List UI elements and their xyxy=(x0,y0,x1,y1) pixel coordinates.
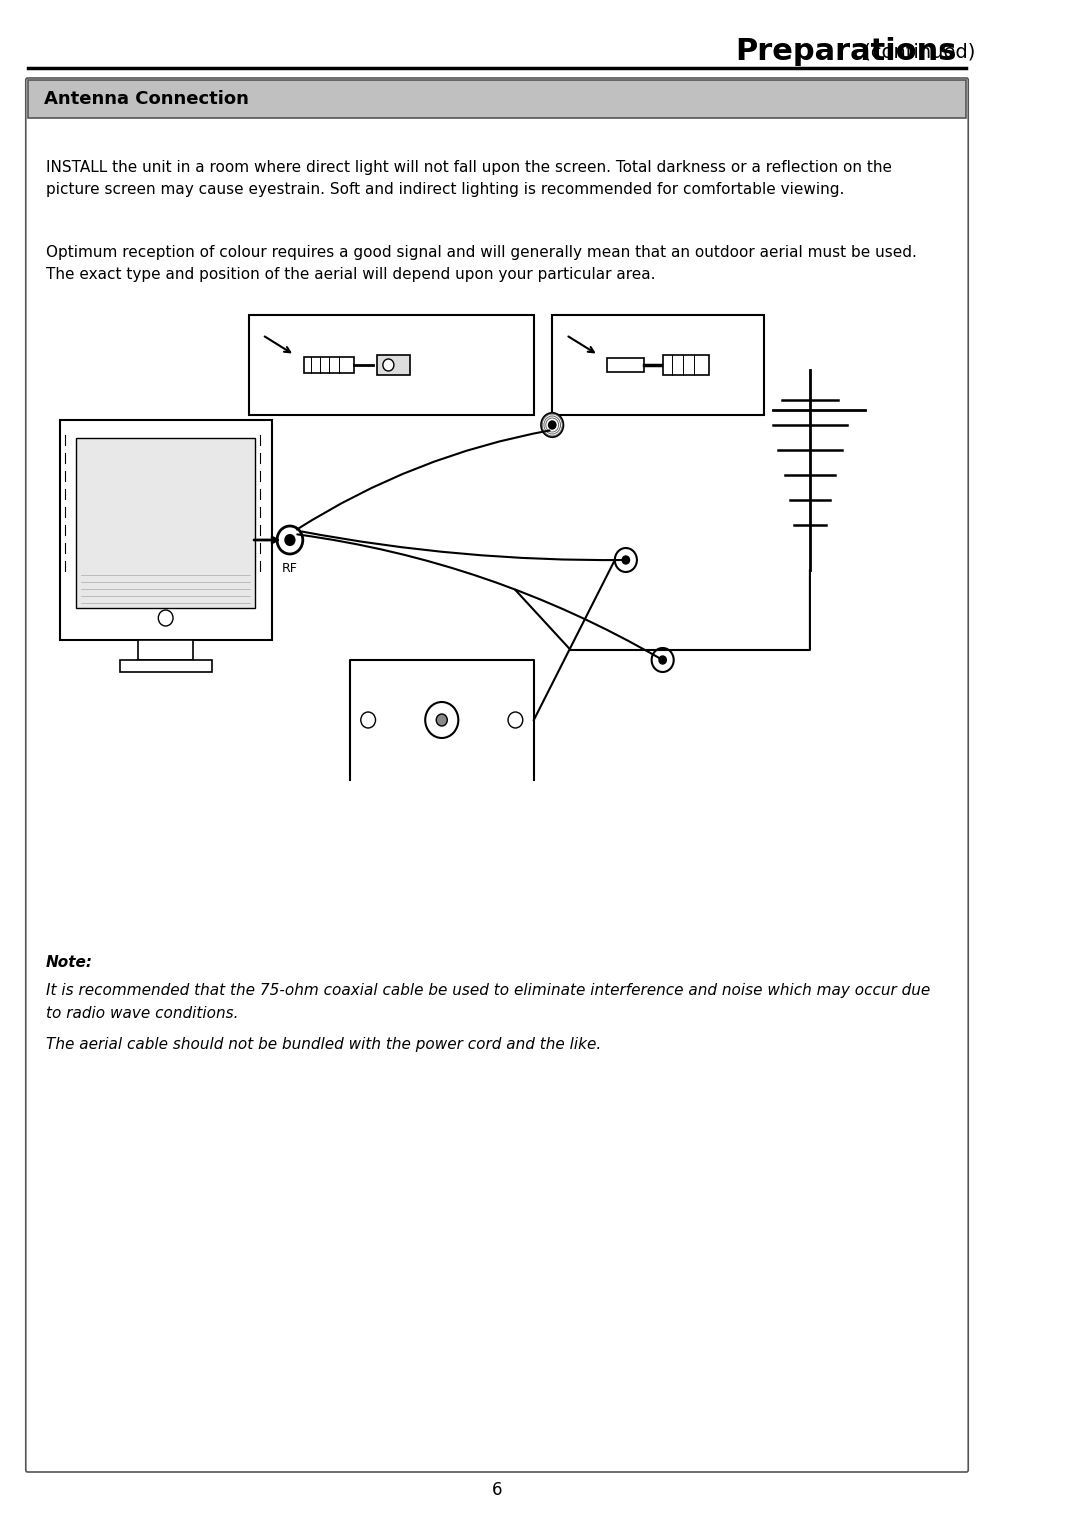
FancyBboxPatch shape xyxy=(248,315,534,415)
Text: The aerial cable should not be bundled with the power cord and the like.: The aerial cable should not be bundled w… xyxy=(46,1037,602,1052)
Bar xyxy=(303,357,354,373)
Bar xyxy=(607,357,645,373)
Circle shape xyxy=(426,702,458,738)
Bar xyxy=(663,354,708,376)
Circle shape xyxy=(615,548,637,573)
FancyBboxPatch shape xyxy=(26,78,969,1472)
Text: 6: 6 xyxy=(491,1481,502,1500)
Text: (continued): (continued) xyxy=(858,43,975,61)
Text: RF: RF xyxy=(282,562,298,576)
Circle shape xyxy=(508,712,523,728)
Text: Preparations: Preparations xyxy=(735,38,957,67)
Circle shape xyxy=(622,556,630,563)
Circle shape xyxy=(541,412,564,437)
Circle shape xyxy=(383,359,394,371)
Circle shape xyxy=(436,715,447,725)
Circle shape xyxy=(659,657,666,664)
Bar xyxy=(377,354,409,376)
Circle shape xyxy=(285,534,295,545)
Bar xyxy=(59,420,271,640)
Text: Optimum reception of colour requires a good signal and will generally mean that : Optimum reception of colour requires a g… xyxy=(46,244,917,282)
Circle shape xyxy=(361,712,376,728)
Text: Note:: Note: xyxy=(46,954,93,970)
Circle shape xyxy=(549,421,556,429)
Bar xyxy=(28,79,967,118)
Text: INSTALL the unit in a room where direct light will not fall upon the screen. Tot: INSTALL the unit in a room where direct … xyxy=(46,160,892,197)
Circle shape xyxy=(278,525,302,554)
Text: It is recommended that the 75-ohm coaxial cable be used to eliminate interferenc: It is recommended that the 75-ohm coaxia… xyxy=(46,983,930,1022)
Circle shape xyxy=(651,647,674,672)
Bar xyxy=(138,640,193,660)
Bar xyxy=(77,438,255,608)
Text: Antenna Connection: Antenna Connection xyxy=(44,90,249,108)
Bar xyxy=(120,660,212,672)
FancyBboxPatch shape xyxy=(552,315,764,415)
Circle shape xyxy=(159,609,173,626)
